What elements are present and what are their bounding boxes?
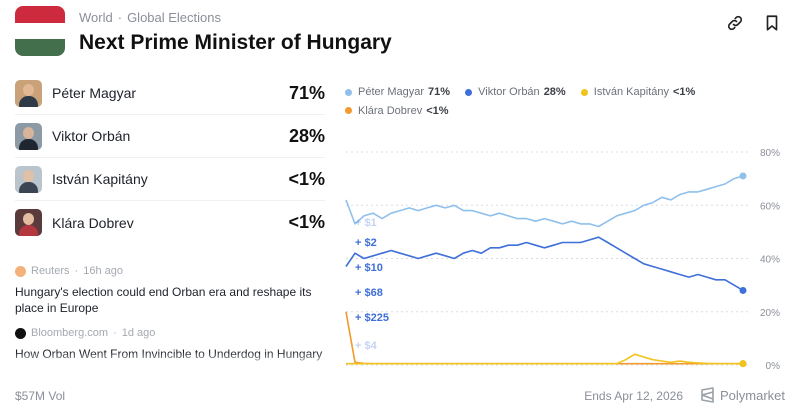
avatar-viktor-orban — [15, 122, 42, 150]
separator-dot: · — [113, 327, 117, 339]
series-endpoint — [739, 172, 747, 180]
outcome-percentage: <1% — [288, 212, 325, 232]
outcome-row-istvan-kapitany[interactable]: István Kapitány <1% — [15, 158, 325, 201]
avatar-istvan-kapitany — [15, 165, 42, 193]
trade-ticker-label: + $225 — [355, 312, 389, 324]
link-icon[interactable] — [726, 14, 744, 32]
market-header: World · Global Elections Next Prime Minist… — [15, 6, 785, 60]
breadcrumb: World · Global Elections — [79, 10, 221, 25]
flag-stripe-white — [15, 22, 65, 40]
avatar-klara-dobrev — [15, 209, 42, 236]
bookmark-icon[interactable] — [763, 14, 781, 32]
outcome-name: Péter Magyar — [52, 85, 137, 101]
news-headline[interactable]: Hungary's election could end Orban era a… — [15, 285, 312, 315]
series-endpoint — [739, 360, 747, 368]
legend-item-peter-magyar[interactable]: Péter Magyar 71% — [345, 83, 450, 101]
separator-dot: · — [74, 265, 79, 277]
page-title: Next Prime Minister of Hungary — [79, 31, 392, 54]
news-item[interactable]: Reuters · 16h ago Hungary's election could… — [15, 262, 325, 316]
y-tick-label: 20% — [760, 308, 780, 319]
polymarket-logo-icon — [701, 387, 714, 403]
y-tick-label: 80% — [760, 148, 780, 159]
outcome-name: Viktor Orbán — [52, 128, 131, 144]
news-source-line: Reuters · 16h ago — [15, 262, 325, 280]
legend-dot — [580, 88, 588, 96]
outcome-row-peter-magyar[interactable]: Péter Magyar 71% — [15, 72, 325, 115]
trade-ticker-label: + $1 — [355, 217, 377, 229]
y-tick-label: 0% — [766, 361, 781, 372]
avatar-peter-magyar — [15, 79, 42, 107]
legend-label: Viktor Orbán — [478, 86, 540, 98]
series-line-p-ter-magyar[interactable] — [345, 175, 744, 228]
series-line-viktor-orb-n[interactable] — [345, 236, 744, 292]
y-tick-label: 60% — [760, 201, 780, 212]
news-source: Reuters — [31, 265, 70, 277]
news-age: 16h ago — [83, 265, 123, 277]
legend-value: 28% — [543, 86, 566, 98]
legend-dot — [345, 88, 352, 96]
breadcrumb-global-elections[interactable]: Global Elections — [127, 10, 222, 25]
series-line-istv-n-kapit-ny[interactable] — [346, 353, 743, 365]
legend-item-istvan-kapitany[interactable]: István Kapitány <1% — [580, 83, 696, 101]
legend-item-klara-dobrev[interactable]: Klára Dobrev <1% — [345, 102, 449, 120]
trade-ticker-label: + $2 — [355, 237, 377, 249]
legend-dot — [465, 88, 473, 96]
legend-dot — [345, 107, 352, 114]
market-footer: $57M Vol Ends Apr 12, 2026 Polymarket — [15, 387, 785, 407]
brand-name: Polymarket — [719, 387, 785, 403]
legend-value: <1% — [673, 86, 696, 98]
outcome-list: Péter Magyar 71% Viktor Orbán 28% István… — [15, 72, 325, 244]
outcome-row-viktor-orban[interactable]: Viktor Orbán 28% — [15, 115, 325, 158]
trade-ticker-label: + $4 — [355, 340, 378, 352]
legend-value: 71% — [428, 86, 451, 98]
legend-label: István Kapitány — [593, 86, 669, 98]
outcome-name: István Kapitány — [52, 171, 148, 187]
outcome-name: Klára Dobrev — [52, 214, 134, 231]
trade-ticker-label: + $10 — [355, 262, 383, 274]
reuters-icon — [15, 265, 26, 277]
news-source-line: Bloomberg.com · 1d ago — [15, 324, 325, 342]
series-line-kl-ra-dobrev[interactable] — [345, 311, 743, 365]
news-source: Bloomberg.com — [31, 327, 109, 339]
legend-label: Klára Dobrev — [358, 104, 423, 117]
end-date-label: Ends Apr 12, 2026 — [584, 389, 683, 403]
legend-value: <1% — [426, 104, 449, 117]
trade-ticker-label: + $68 — [355, 287, 383, 299]
legend-label: Péter Magyar — [358, 86, 425, 98]
chart-legend: Péter Magyar 71% Viktor Orbán 28% István K… — [345, 83, 785, 120]
volume-label: $57M Vol — [15, 389, 66, 403]
outcome-percentage: 28% — [288, 125, 325, 146]
hungary-flag-icon — [15, 6, 65, 56]
bloomberg-icon — [15, 327, 26, 339]
polymarket-brand[interactable]: Polymarket — [700, 387, 785, 403]
legend-item-viktor-orban[interactable]: Viktor Orbán 28% — [465, 83, 566, 101]
news-fade-overlay — [15, 352, 325, 368]
outcome-percentage: <1% — [288, 168, 325, 189]
flag-stripe-green — [15, 39, 65, 56]
news-age: 1d ago — [121, 327, 156, 339]
breadcrumb-separator: · — [117, 10, 123, 25]
y-tick-label: 40% — [760, 255, 780, 266]
price-history-chart[interactable]: + $1 + $2 + $10 + $68 + $225 + $4 80% 60% 40% 20… — [340, 140, 790, 375]
outcome-percentage: 71% — [288, 82, 325, 103]
outcome-row-klara-dobrev[interactable]: Klára Dobrev <1% — [15, 201, 325, 244]
flag-stripe-red — [15, 6, 65, 23]
breadcrumb-world[interactable]: World — [79, 10, 113, 25]
series-endpoint — [739, 286, 747, 294]
